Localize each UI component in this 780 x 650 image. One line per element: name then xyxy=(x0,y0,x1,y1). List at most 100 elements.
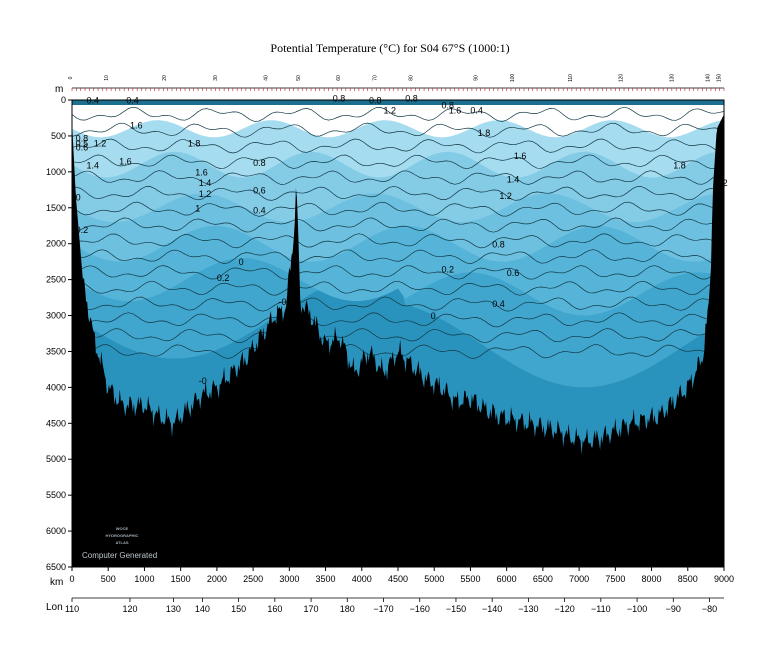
seafloor-shape xyxy=(72,114,724,568)
contour-line xyxy=(71,122,725,138)
contour-label: 0.2 xyxy=(76,225,89,235)
contour-label: -0.2 xyxy=(279,297,295,307)
y-tick-label: 6000 xyxy=(46,526,66,536)
contour-label: 0.8 xyxy=(253,158,266,168)
y-tick-label: 0 xyxy=(61,95,66,105)
contour-label: 0.6 xyxy=(253,185,266,195)
y-tick-label: 2000 xyxy=(46,239,66,249)
contour-label: 0.2 xyxy=(442,264,455,274)
lon-tick-label: 120 xyxy=(122,604,137,614)
contour-label: 0 xyxy=(239,257,244,267)
x-tick-label: 3000 xyxy=(279,574,299,584)
x-tick-label: 5500 xyxy=(460,574,480,584)
y-tick-label: 1500 xyxy=(46,203,66,213)
x-tick-label: 2500 xyxy=(243,574,263,584)
lon-tick-label: −80 xyxy=(702,604,717,614)
y-tick-label: 4500 xyxy=(46,418,66,428)
y-tick-label: 5500 xyxy=(46,490,66,500)
surface-layer xyxy=(72,100,724,105)
contour-line xyxy=(71,328,725,344)
x-tick-label: 2000 xyxy=(207,574,227,584)
x-tick-label: 500 xyxy=(101,574,116,584)
contour-line xyxy=(71,201,725,217)
contour-line xyxy=(71,265,725,280)
logo-line-3: ATLAS xyxy=(115,540,128,545)
logo-line-2: HYDROGRAPHIC xyxy=(106,533,139,538)
x-tick-label: 4000 xyxy=(352,574,372,584)
x-tick-label: 9000 xyxy=(714,574,734,584)
contour-label: 1.2 xyxy=(499,191,512,201)
contour-label: 0 xyxy=(76,193,81,203)
station-label: 110 xyxy=(568,74,574,82)
lon-tick-label: 110 xyxy=(65,604,79,614)
contour-line xyxy=(71,280,725,296)
contour-label: 1.6 xyxy=(130,121,143,131)
contour-label: 0.8 xyxy=(405,93,418,103)
credit-text: Computer Generated xyxy=(82,551,157,560)
contour-line xyxy=(71,154,725,170)
contour-label: 0.4 xyxy=(126,96,139,106)
contour-line xyxy=(71,170,725,185)
contour-line xyxy=(71,233,725,249)
x-axis-unit: km xyxy=(50,577,63,588)
station-label: 70 xyxy=(372,75,378,81)
contour-label: 0.8 xyxy=(369,96,382,106)
contour-labels: 1.61.80.80.50.6 1.21.4 1.61.61.41.2100.20.… xyxy=(76,93,728,385)
woce-logo: WOCE HYDROGRAPHIC ATLAS xyxy=(106,526,139,545)
x-tick-label: 6000 xyxy=(497,574,517,584)
contour-line xyxy=(71,138,725,154)
station-label: 90 xyxy=(474,75,480,81)
station-label: 150 xyxy=(716,74,722,83)
station-label: 20 xyxy=(162,75,168,81)
x-tick-label: 7000 xyxy=(569,574,589,584)
plot-area: 1.61.80.80.50.6 1.21.4 1.61.61.41.2100.20.… xyxy=(71,93,728,568)
contour-label: 1.6 xyxy=(119,157,132,167)
contour-label: 0.6 xyxy=(76,142,89,152)
station-label: 50 xyxy=(296,75,302,81)
y-tick-label: 3500 xyxy=(46,346,66,356)
contour-label: 0.6 xyxy=(507,268,520,278)
contour-label: 2 xyxy=(723,178,728,188)
contour-label: 1.6 xyxy=(449,106,462,116)
contour-line xyxy=(71,217,725,233)
contour-line xyxy=(71,296,725,312)
contour-label: 0.8 xyxy=(76,134,89,144)
contour-label: 1.2 xyxy=(94,139,107,149)
contour-label: 0 xyxy=(431,311,436,321)
y-axis: 0 500 1000 1500 2000 2500 3000 3500 4000 4500 5000… xyxy=(46,95,72,572)
x-tick-label: 8000 xyxy=(642,574,662,584)
contour-line xyxy=(71,312,725,328)
contour-label: 0.4 xyxy=(470,106,483,116)
y-axis-unit: m xyxy=(55,84,63,95)
lon-tick-label: −120 xyxy=(554,604,574,614)
band-6 xyxy=(72,100,724,138)
x-tick-label: 0 xyxy=(69,574,74,584)
temperature-bands xyxy=(72,100,724,567)
contour-label: 1.4 xyxy=(507,175,520,185)
x-tick-label: 7500 xyxy=(605,574,625,584)
station-label: 0 xyxy=(68,76,74,79)
lon-tick-label: −110 xyxy=(591,604,611,614)
x-tick-label: 5000 xyxy=(424,574,444,584)
contour-label: 1.6 xyxy=(195,167,208,177)
lon-tick-label: −150 xyxy=(446,604,466,614)
station-label: 100 xyxy=(510,74,516,83)
lon-tick-label: 160 xyxy=(267,604,282,614)
contour-label: 1.8 xyxy=(673,160,686,170)
x-tick-label: 1500 xyxy=(171,574,191,584)
station-label: 30 xyxy=(213,75,219,81)
contour-line xyxy=(71,249,725,265)
y-tick-label: 6500 xyxy=(46,562,66,572)
contour-label: 0.4 xyxy=(253,206,266,216)
lon-tick-label: 170 xyxy=(304,604,319,614)
contour-label: 1.6 xyxy=(514,151,527,161)
station-label: 40 xyxy=(264,75,270,81)
y-tick-label: 500 xyxy=(51,131,66,141)
x-tick-label: 6500 xyxy=(533,574,553,584)
contour-label: -0 xyxy=(199,376,207,386)
x-axis: 0 500 1000 1500 2000 2500 3000 3500 4000 4500 5000… xyxy=(69,567,734,584)
x-tick-label: 3500 xyxy=(316,574,336,584)
lon-tick-label: −130 xyxy=(518,604,538,614)
contour-label: 1.8 xyxy=(478,128,491,138)
